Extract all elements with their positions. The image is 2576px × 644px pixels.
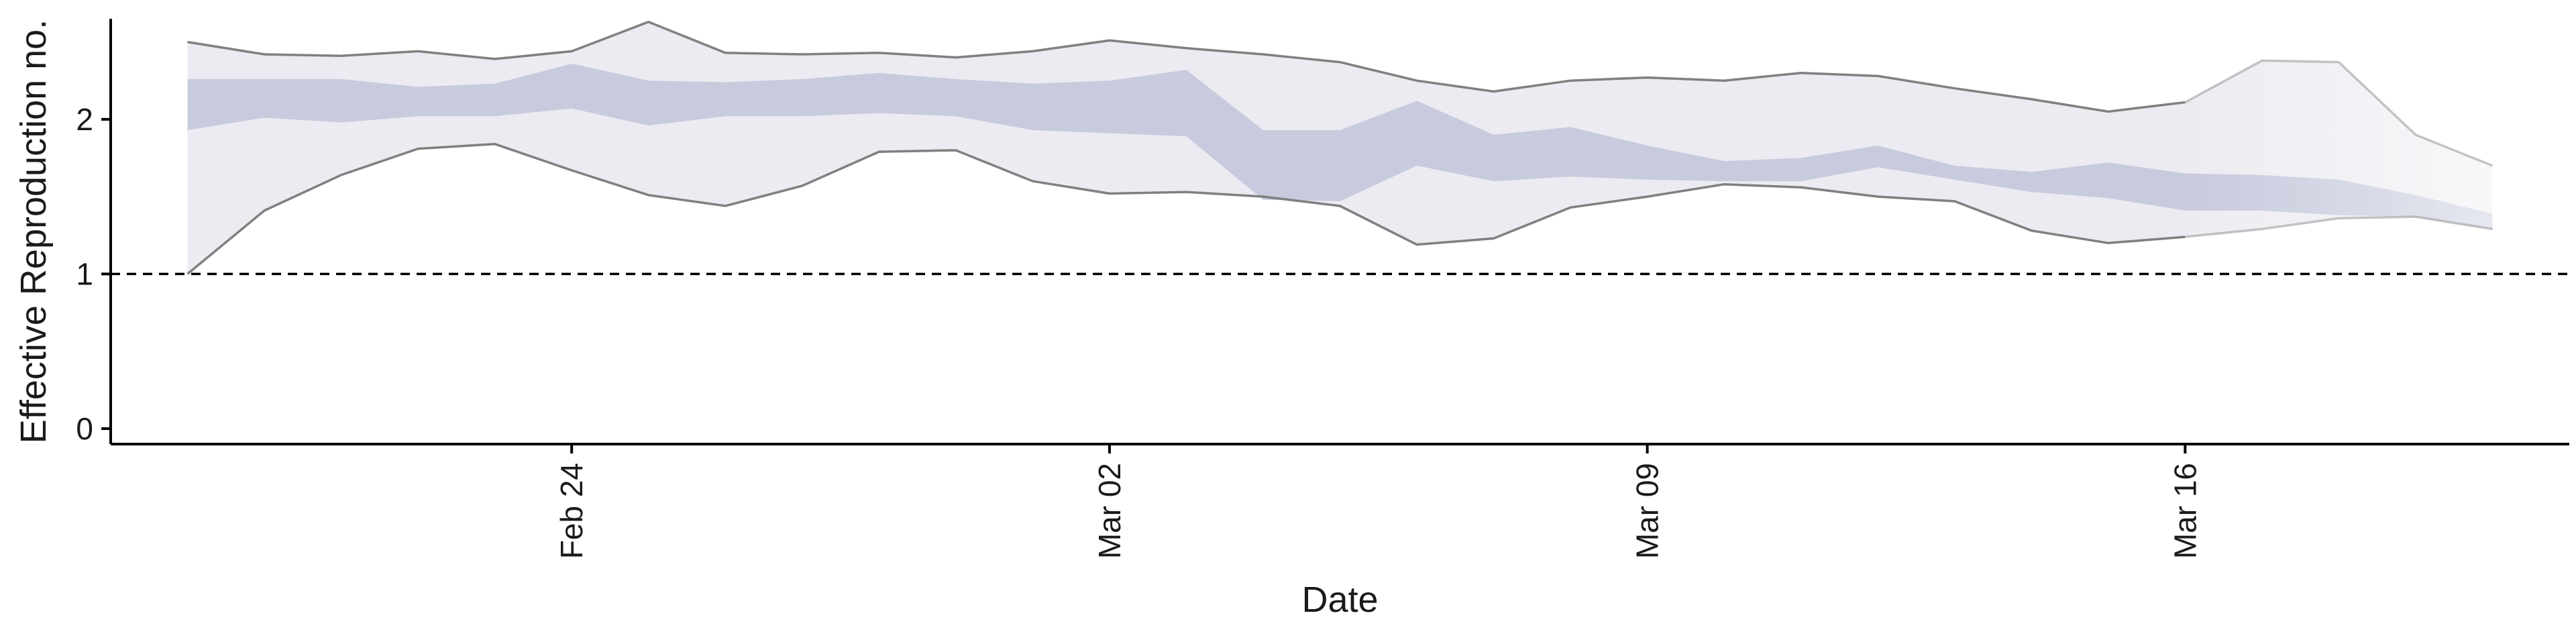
outer-band-lower-line xyxy=(186,142,2186,275)
outer-band-upper-forecast-line xyxy=(2184,59,2493,167)
outer-band-lower-forecast-line xyxy=(2185,215,2493,238)
y-axis-label: Effective Reproduction no. xyxy=(13,19,54,443)
y-tick-label: 1 xyxy=(76,256,93,291)
x-ticks: Feb 24 Mar 02 Mar 09 Mar 16 xyxy=(554,444,2202,559)
x-axis-label: Date xyxy=(1301,580,1378,620)
x-tick-label: Mar 16 xyxy=(2167,463,2202,559)
outer-band-upper-line xyxy=(187,20,2186,113)
inner-credible-band xyxy=(187,63,2493,229)
x-tick-label: Feb 24 xyxy=(554,463,589,559)
y-tick-label: 0 xyxy=(76,411,93,446)
y-tick-label: 2 xyxy=(76,102,93,137)
ribbon-layer xyxy=(187,21,2493,274)
y-ticks: 0 1 2 xyxy=(76,102,111,446)
axes xyxy=(109,19,2569,445)
x-tick-label: Mar 09 xyxy=(1630,463,1665,559)
outline-layer xyxy=(186,20,2493,275)
x-tick-label: Mar 02 xyxy=(1092,463,1127,559)
